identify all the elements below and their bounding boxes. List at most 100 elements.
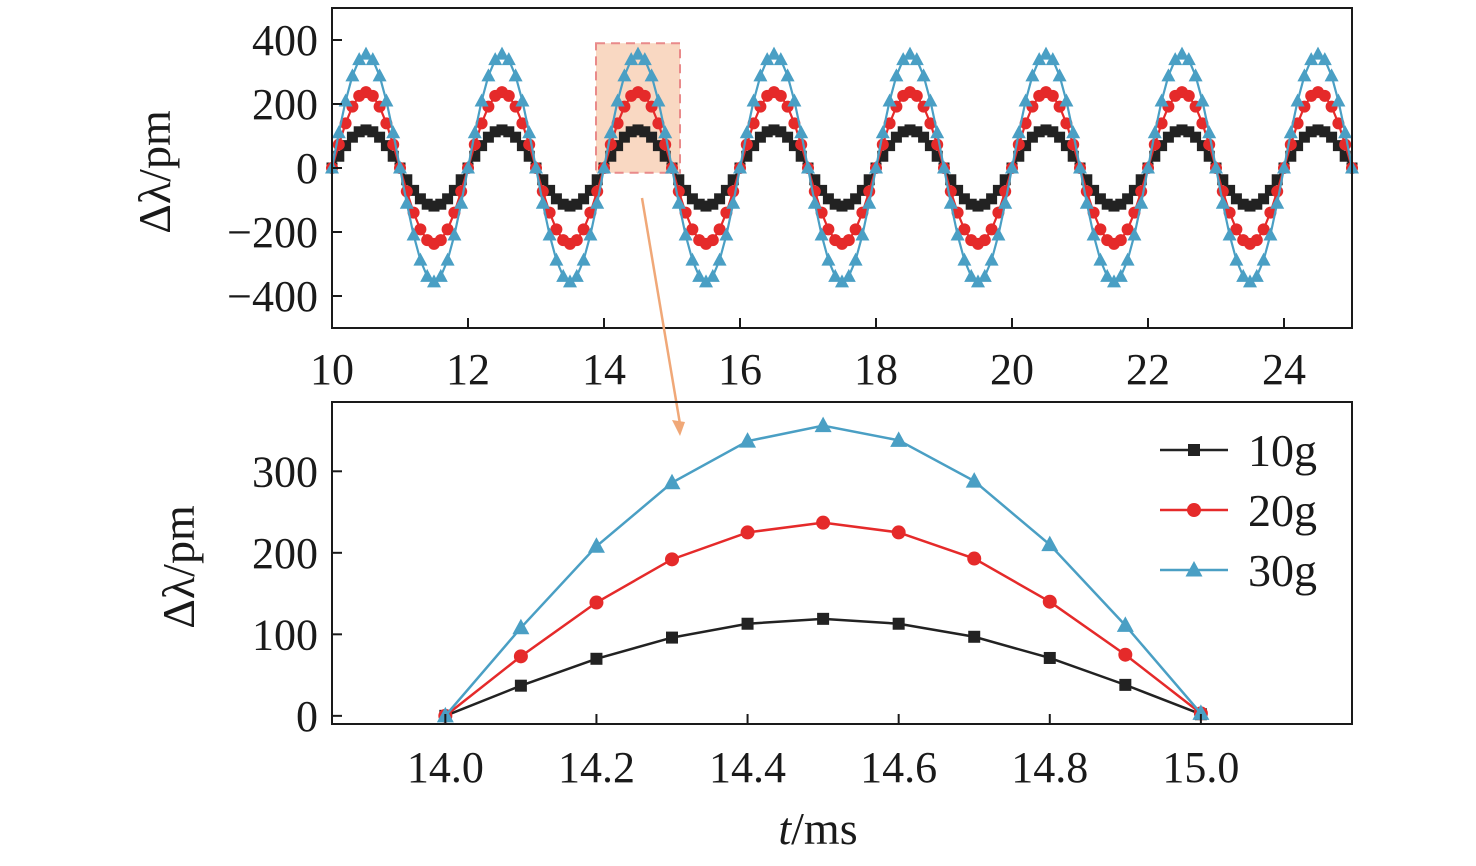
series-line-10g bbox=[444, 617, 1202, 718]
data-point-10g bbox=[856, 184, 868, 196]
data-point-30g bbox=[916, 68, 931, 82]
data-point-10g bbox=[442, 193, 454, 205]
data-point-10g bbox=[571, 198, 583, 210]
data-point-10g bbox=[1033, 126, 1045, 138]
data-point-10g bbox=[476, 140, 488, 152]
data-point-30g bbox=[787, 93, 802, 107]
data-point-10g bbox=[584, 184, 596, 196]
data-point-20g bbox=[1196, 117, 1209, 130]
data-point-10g bbox=[1135, 174, 1147, 186]
data-point-30g bbox=[746, 93, 761, 107]
y-tick-label: 0 bbox=[296, 692, 318, 741]
data-point-30g bbox=[1331, 93, 1346, 107]
data-point-30g bbox=[1039, 46, 1053, 60]
data-point-10g bbox=[1040, 124, 1052, 136]
data-point-30g bbox=[549, 252, 564, 266]
data-point-10g bbox=[897, 126, 909, 138]
y-axis-title: Δλ/pm bbox=[129, 110, 180, 234]
data-point-30g bbox=[1188, 68, 1203, 82]
data-point-30g bbox=[399, 195, 414, 209]
data-point-10g bbox=[1156, 140, 1168, 152]
data-point-30g bbox=[909, 52, 924, 66]
x-tick-label: 10 bbox=[310, 345, 354, 394]
data-point-10g bbox=[972, 200, 984, 212]
data-point-10g bbox=[673, 174, 685, 186]
data-point-10g bbox=[1119, 678, 1132, 691]
data-point-30g bbox=[1304, 52, 1319, 66]
data-point-30g bbox=[1175, 46, 1189, 60]
data-point-10g bbox=[979, 198, 991, 210]
data-point-30g bbox=[903, 46, 917, 60]
data-point-30g bbox=[964, 268, 979, 282]
data-point-30g bbox=[1154, 93, 1169, 107]
x-axis-title-unit: /ms bbox=[791, 803, 857, 854]
data-point-30g bbox=[950, 227, 965, 241]
y-tick-label: 300 bbox=[252, 447, 318, 496]
x-tick-label: 14 bbox=[582, 345, 626, 394]
data-point-10g bbox=[1176, 124, 1188, 136]
data-point-20g bbox=[638, 89, 651, 102]
data-point-10g bbox=[680, 184, 692, 196]
data-point-20g bbox=[584, 206, 597, 219]
data-point-20g bbox=[611, 117, 624, 130]
data-point-10g bbox=[1332, 140, 1344, 152]
data-point-30g bbox=[984, 252, 999, 266]
data-point-30g bbox=[597, 160, 611, 174]
data-point-30g bbox=[807, 195, 822, 209]
data-point-10g bbox=[754, 131, 766, 143]
legend-marker bbox=[1188, 444, 1200, 456]
data-point-10g bbox=[1101, 198, 1113, 210]
data-point-30g bbox=[1025, 68, 1040, 82]
data-point-30g bbox=[481, 68, 496, 82]
data-point-20g bbox=[713, 223, 726, 236]
data-point-20g bbox=[1291, 117, 1304, 130]
data-point-30g bbox=[365, 52, 380, 66]
data-point-30g bbox=[889, 68, 904, 82]
data-point-20g bbox=[475, 117, 488, 130]
data-point-30g bbox=[1297, 68, 1312, 82]
data-point-30g bbox=[1018, 93, 1033, 107]
data-point-30g bbox=[855, 227, 870, 241]
data-point-30g bbox=[393, 160, 407, 174]
legend: 10g 20g 30g bbox=[1160, 425, 1317, 596]
y-tick-label: −400 bbox=[227, 272, 318, 321]
data-point-10g bbox=[965, 198, 977, 210]
data-point-30g bbox=[773, 52, 788, 66]
data-point-10g bbox=[1043, 651, 1056, 664]
data-point-30g bbox=[828, 268, 843, 282]
data-point-20g bbox=[822, 223, 835, 236]
data-point-10g bbox=[1060, 140, 1072, 152]
data-point-30g bbox=[1283, 125, 1298, 139]
data-point-10g bbox=[1088, 184, 1100, 196]
data-point-20g bbox=[1094, 223, 1107, 236]
data-point-30g bbox=[1052, 68, 1067, 82]
data-point-30g bbox=[957, 252, 972, 266]
data-point-10g bbox=[646, 131, 658, 143]
data-point-30g bbox=[406, 227, 421, 241]
data-point-10g bbox=[421, 198, 433, 210]
data-point-10g bbox=[1285, 150, 1297, 162]
data-point-10g bbox=[482, 131, 494, 143]
data-point-30g bbox=[1192, 704, 1210, 720]
data-point-20g bbox=[788, 117, 801, 130]
data-point-30g bbox=[977, 268, 992, 282]
data-point-20g bbox=[992, 206, 1005, 219]
data-point-30g bbox=[719, 227, 734, 241]
data-point-10g bbox=[890, 131, 902, 143]
data-point-30g bbox=[1107, 274, 1121, 288]
data-point-20g bbox=[924, 117, 937, 130]
data-point-20g bbox=[407, 206, 420, 219]
data-point-30g bbox=[461, 160, 475, 174]
data-point-20g bbox=[589, 595, 604, 610]
data-point-30g bbox=[569, 268, 584, 282]
data-point-10g bbox=[333, 150, 345, 162]
data-point-30g bbox=[1324, 68, 1339, 82]
legend-label: 30g bbox=[1248, 545, 1317, 596]
data-point-30g bbox=[440, 252, 455, 266]
connector-line bbox=[640, 197, 682, 425]
legend-marker bbox=[1185, 561, 1203, 577]
x-axis-title-italic: t bbox=[778, 803, 792, 854]
series-10g bbox=[326, 124, 1358, 212]
data-point-10g bbox=[911, 126, 923, 138]
